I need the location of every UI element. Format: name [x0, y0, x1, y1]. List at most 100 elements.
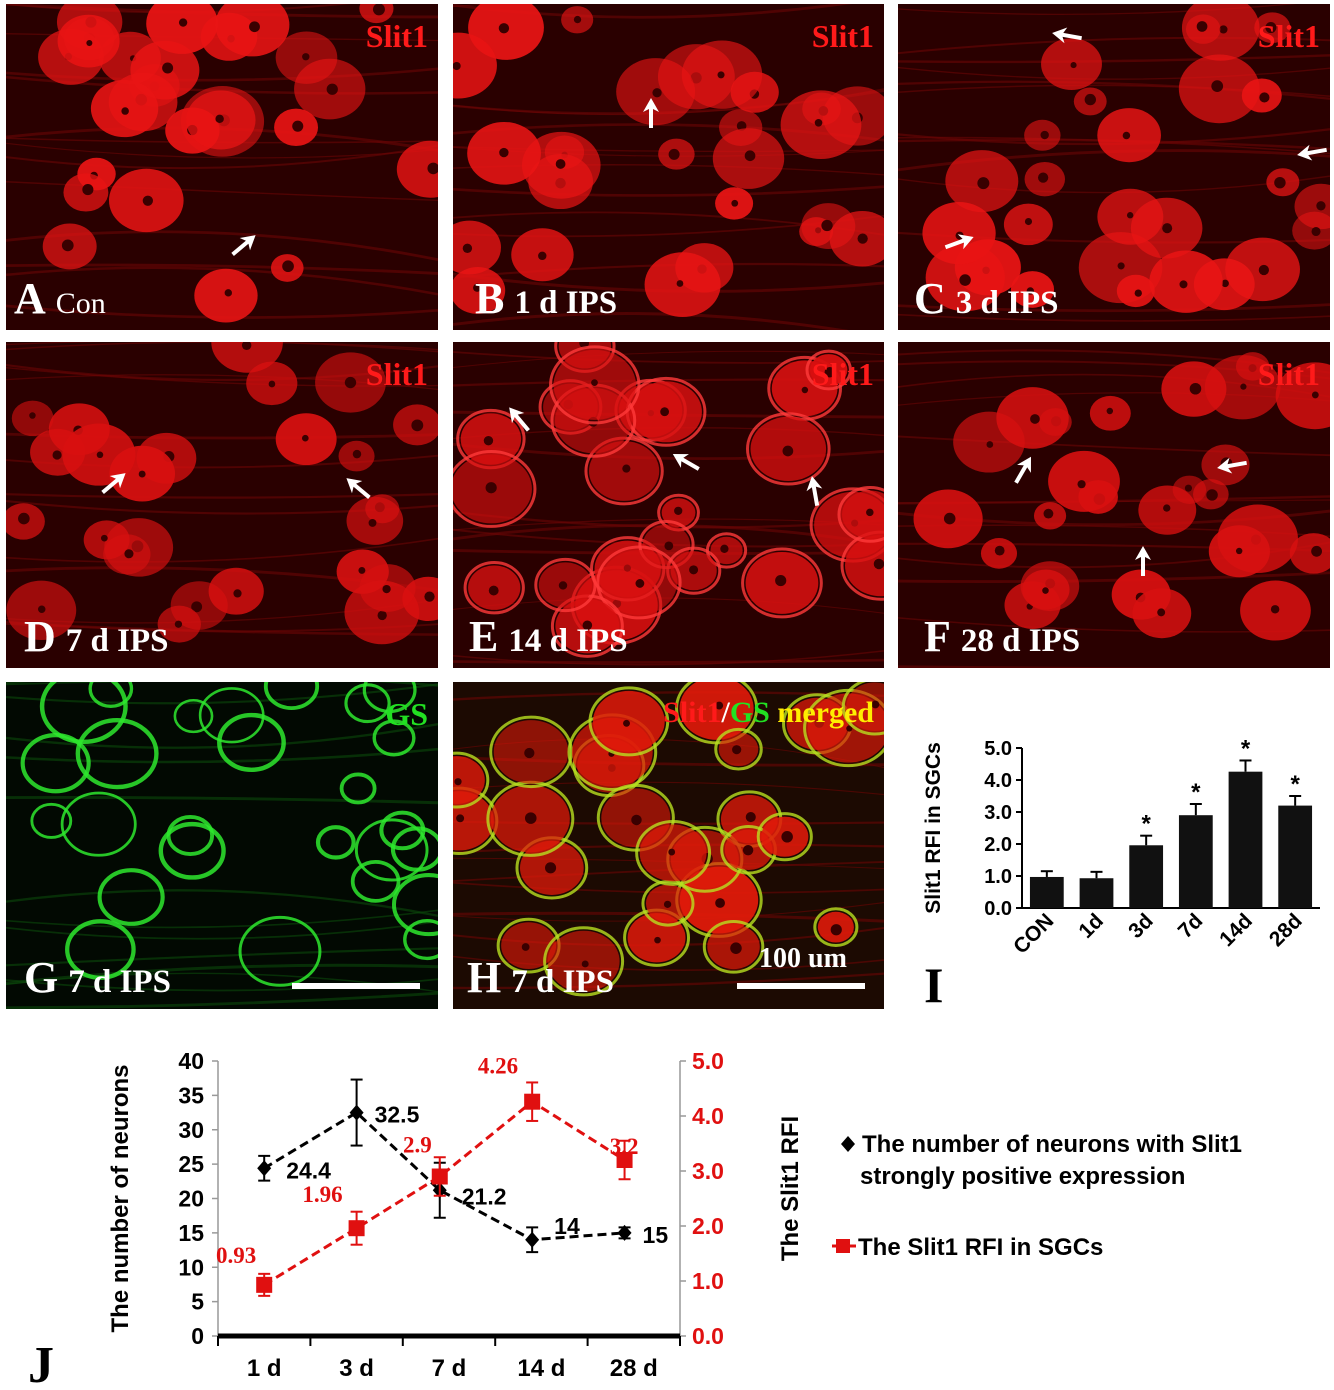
tissue-fiber [6, 963, 438, 985]
glial-ring [60, 791, 137, 857]
arrow-marker [643, 98, 659, 128]
neuron-nucleus [555, 159, 566, 169]
panel-condition-g: 7 d IPS [68, 964, 171, 1000]
neuron-nucleus [1219, 25, 1228, 34]
neuron-nucleus [1026, 287, 1035, 295]
tissue-fiber [6, 889, 438, 917]
left-tick-label: 10 [178, 1254, 204, 1280]
neuron-nucleus [674, 506, 683, 515]
data-point-diamond [525, 1231, 540, 1248]
arrow-head [239, 235, 256, 251]
right-tick-label: 2.0 [692, 1213, 724, 1239]
data-point-square [431, 1168, 448, 1185]
neuron-body [453, 32, 497, 99]
neuron-nucleus [623, 719, 630, 727]
neuron-nucleus [524, 812, 537, 824]
neuron-nucleus [282, 260, 294, 273]
neuron-nucleus [1221, 279, 1229, 288]
neuron-nucleus [485, 482, 497, 494]
neuron-nucleus [462, 243, 473, 253]
neuron-nucleus [344, 376, 357, 389]
x-tick-label: 28 d [610, 1355, 658, 1382]
left-tick-label: 30 [178, 1117, 204, 1143]
glial-ring [813, 907, 859, 947]
neuron-nucleus [424, 591, 435, 602]
neuron-nucleus [382, 584, 391, 594]
micrograph-e [453, 342, 884, 668]
arrow-marker [944, 234, 974, 250]
neuron-nucleus [1316, 201, 1326, 211]
glial-ring [344, 683, 391, 724]
tissue-fiber [6, 683, 438, 705]
tissue-fiber [6, 947, 438, 967]
neuron-nucleus [302, 53, 310, 61]
glial-ring [339, 772, 377, 805]
neuron-nucleus [483, 435, 494, 446]
significance-star: * [1191, 779, 1201, 806]
panel-a: Slit1 A Con [6, 4, 438, 330]
micrograph-c [898, 4, 1330, 330]
neuron-nucleus [372, 4, 385, 16]
neuron-nucleus [959, 274, 971, 286]
neuron-nucleus [977, 177, 990, 190]
chart-j: 0 5 10 15 20 25 30 35 40 0.0 1.0 2.0 3.0 4.0 5.0 1 d 3 d… [28, 1048, 1242, 1390]
stain-label-a: Slit1 [365, 18, 428, 54]
tissue-fiber [6, 991, 438, 1009]
neuron-body [453, 220, 501, 275]
neuron-nucleus [1134, 289, 1142, 297]
y-tick-label: 0.0 [984, 898, 1012, 920]
neuron-nucleus [1311, 545, 1322, 557]
left-tick-label: 25 [178, 1151, 204, 1177]
data-point-diamond [257, 1160, 272, 1177]
micrograph-d [6, 342, 438, 668]
neuron-nucleus [814, 118, 823, 127]
neuron-nucleus [660, 407, 670, 417]
panel-condition-c: 3 d IPS [955, 285, 1059, 321]
neuron-nucleus [846, 725, 853, 732]
arrow-marker [1297, 144, 1327, 161]
neuron-nucleus [801, 386, 809, 394]
legend-marker-rfi [836, 1239, 850, 1253]
glial-ring [362, 682, 417, 714]
neuron-nucleus [742, 844, 754, 856]
x-tick-label: 3d [1124, 909, 1158, 943]
tissue-fiber [6, 181, 438, 202]
neuron-nucleus [142, 195, 153, 206]
data-label: 3.2 [610, 1134, 639, 1159]
neuron-nucleus [377, 610, 387, 621]
glial-ring [805, 349, 852, 391]
x-tick-label: 7 d [432, 1355, 467, 1382]
scale-bar-h [737, 983, 865, 989]
tissue-fiber [898, 54, 1330, 64]
series-line [263, 1099, 626, 1287]
glial-ring [534, 557, 597, 613]
arrow-marker [346, 478, 371, 499]
neuron-nucleus [1235, 547, 1243, 555]
data-label: 1.96 [302, 1182, 342, 1207]
neuron-nucleus [352, 449, 362, 459]
data-label: 24.4 [286, 1157, 331, 1183]
stain-label-c: Slit1 [1257, 18, 1320, 54]
data-label: 0.93 [216, 1243, 256, 1268]
neuron-nucleus [411, 419, 424, 432]
panel-letter-a: A [14, 274, 46, 323]
glial-ring [702, 919, 765, 974]
neuron-nucleus [427, 162, 438, 175]
panel-label-e: E 14 d IPS [469, 611, 628, 662]
neuron-nucleus [499, 147, 509, 158]
neuron-nucleus [663, 900, 672, 908]
tissue-fiber [898, 66, 1330, 80]
neuron-body [845, 535, 884, 597]
glial-ring [714, 727, 763, 771]
neuron-nucleus [782, 445, 794, 457]
glial-ring [88, 682, 134, 709]
neuron-nucleus [1240, 383, 1247, 390]
right-tick-label: 5.0 [692, 1048, 724, 1074]
neuron-nucleus [138, 470, 146, 478]
neuron-nucleus [96, 451, 104, 459]
glial-ring [463, 560, 525, 615]
